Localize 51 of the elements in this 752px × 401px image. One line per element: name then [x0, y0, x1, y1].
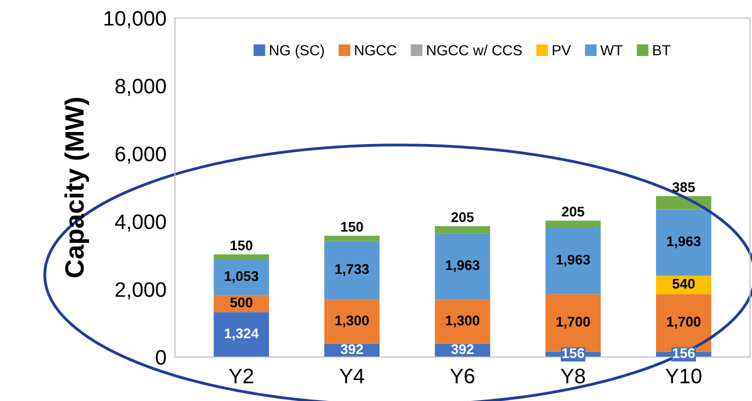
bar: [545, 220, 601, 228]
data-label: 1,053: [224, 271, 258, 284]
data-label: 1,324: [224, 328, 259, 340]
data-label: 205: [562, 206, 584, 217]
bar: [434, 300, 490, 344]
legend-label: NGCC: [355, 45, 396, 56]
x-tick-label: Y4: [340, 368, 364, 384]
data-label: 1,733: [335, 264, 369, 276]
data-label: 1,300: [335, 316, 369, 328]
legend-label: WT: [600, 45, 623, 56]
data-label: 1,700: [556, 316, 590, 329]
bar: [214, 259, 269, 296]
data-label: 1,300: [446, 316, 480, 328]
bar: [324, 300, 380, 344]
legend-label: NGCC w/ CCS: [427, 44, 522, 56]
bar: [545, 228, 601, 294]
y-tick-label: 10,000: [104, 11, 166, 28]
data-label: 1,963: [556, 254, 590, 267]
data-label: 150: [230, 240, 252, 250]
data-label: 150: [341, 222, 363, 232]
x-tick-label: Y8: [560, 368, 585, 384]
data-label: 1,700: [667, 316, 700, 329]
data-label: 540: [672, 278, 695, 289]
data-label: 1,963: [446, 260, 480, 272]
data-label: 1,963: [667, 236, 701, 248]
data-label: 385: [672, 182, 695, 192]
bar: [434, 226, 490, 234]
data-label: 392: [340, 344, 363, 354]
y-tick-label: 6,000: [116, 146, 166, 164]
legend-label: PV: [552, 45, 572, 56]
bar: [214, 254, 269, 260]
data-label: 156: [562, 348, 584, 358]
bar: [434, 233, 490, 300]
x-tick-label: Y10: [666, 368, 702, 384]
y-tick-label: 2,000: [116, 282, 166, 300]
x-tick-label: Y2: [229, 368, 254, 384]
legend-label: NG (SC): [270, 44, 324, 58]
bar: [656, 209, 712, 276]
data-label: 205: [451, 212, 474, 222]
bar: [324, 240, 380, 300]
y-tick-label: 4,000: [115, 214, 166, 232]
x-tick-label: Y6: [450, 368, 474, 384]
data-label: 500: [230, 298, 252, 308]
data-label: 156: [672, 348, 695, 358]
bar: [214, 312, 269, 357]
data-label: 392: [451, 344, 474, 354]
y-tick-label: 8,000: [115, 78, 166, 96]
y-axis-title: Capacity (MW): [64, 98, 90, 278]
legend-label: BT: [653, 45, 670, 56]
y-tick-label: 0: [156, 350, 166, 365]
bar: [324, 236, 380, 241]
